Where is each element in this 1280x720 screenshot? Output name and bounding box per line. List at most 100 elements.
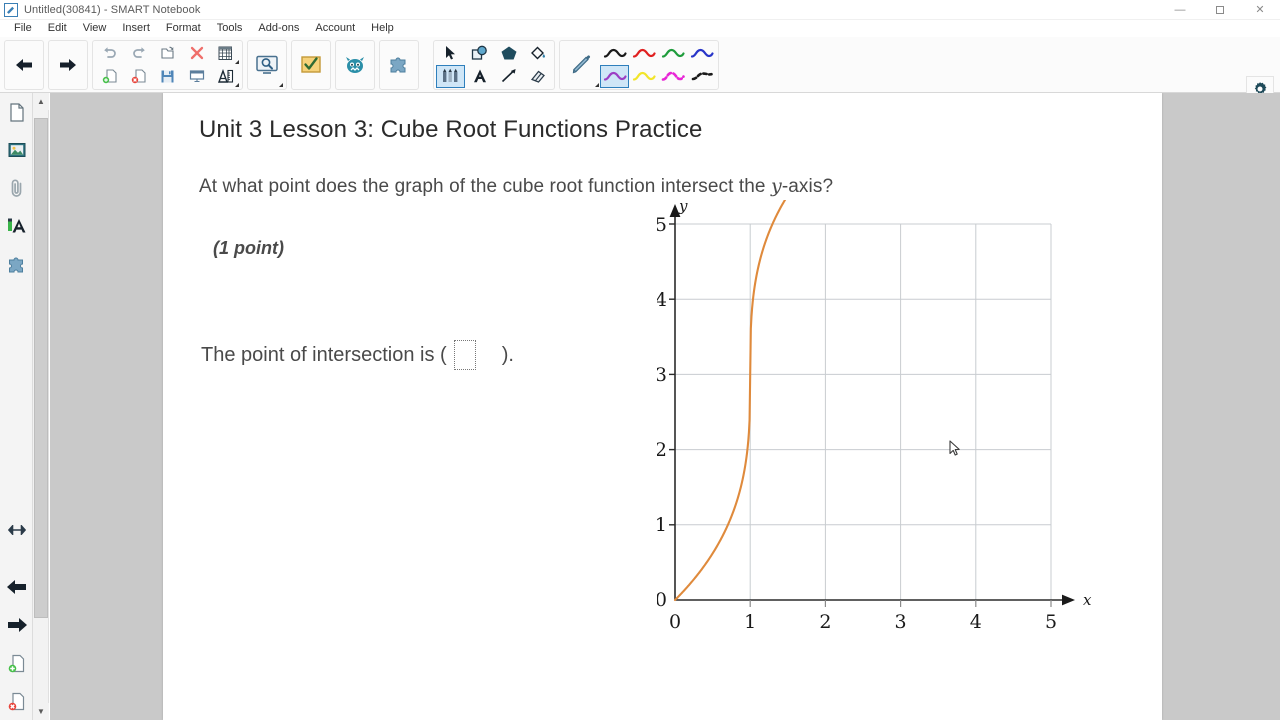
x-tick-3: 3	[895, 611, 907, 633]
pen-swatch-black-dashed[interactable]	[687, 65, 716, 88]
next-page-button[interactable]	[51, 42, 85, 88]
measurement-dropdown-arrow[interactable]	[235, 82, 239, 87]
lesson-activity-group	[335, 39, 375, 90]
pen-swatch-purple[interactable]	[600, 64, 629, 88]
pen-swatch-green[interactable]	[658, 42, 687, 65]
question-variable-y: y	[770, 175, 782, 197]
pen-swatch-yellow[interactable]	[629, 65, 658, 88]
y-tick-3: 3	[657, 364, 667, 386]
smart-response-group	[291, 39, 331, 90]
x-axis-tick-labels: 0 1 2 3 4 5	[669, 611, 1057, 633]
add-page-button[interactable]	[95, 65, 124, 88]
screen-capture-dropdown-arrow[interactable]	[279, 82, 283, 87]
scroll-up-button[interactable]: ▲	[33, 93, 49, 110]
page-back-button[interactable]	[0, 568, 33, 606]
y-axis-arrowhead	[669, 204, 681, 217]
menu-view[interactable]: View	[82, 22, 107, 34]
y-tick-5: 5	[657, 214, 667, 236]
sidebar-item-page-sorter[interactable]	[0, 93, 33, 131]
menu-tools[interactable]: Tools	[216, 22, 243, 34]
smart-response-button[interactable]	[294, 42, 328, 88]
answer-input-box[interactable]	[453, 340, 476, 370]
question-text: At what point does the graph of the cube…	[199, 175, 1079, 198]
text-tool[interactable]	[465, 65, 494, 88]
left-sidebar	[0, 93, 33, 720]
menu-format[interactable]: Format	[165, 22, 201, 34]
edit-tools-group	[92, 39, 243, 90]
menu-insert[interactable]: Insert	[122, 22, 150, 34]
navigation-group	[4, 39, 44, 90]
menu-edit[interactable]: Edit	[47, 22, 67, 34]
x-tick-1: 1	[744, 611, 756, 633]
table-dropdown-arrow[interactable]	[235, 59, 239, 64]
shapes-tool[interactable]	[465, 42, 494, 65]
redo-button[interactable]	[124, 42, 153, 65]
select-tool[interactable]	[436, 42, 465, 65]
main-toolbar	[0, 37, 1280, 128]
menu-help[interactable]: Help	[371, 22, 394, 34]
answer-suffix: ).	[501, 343, 514, 366]
table-button[interactable]	[211, 42, 240, 65]
menu-account[interactable]: Account	[315, 22, 356, 34]
scroll-down-button[interactable]: ▼	[33, 703, 49, 720]
screen-capture-button[interactable]	[250, 42, 284, 88]
add-ons-button[interactable]	[382, 42, 416, 88]
x-tick-2: 2	[819, 611, 831, 633]
pen-swatch-blue[interactable]	[687, 42, 716, 65]
undo-button[interactable]	[95, 42, 124, 65]
pen-dropdown-arrow[interactable]	[595, 82, 599, 87]
y-tick-2: 2	[657, 439, 667, 461]
grid-lines	[675, 223, 1052, 600]
save-button[interactable]	[153, 65, 182, 88]
sidebar-bottom-controls	[0, 568, 33, 720]
add-ons-group	[379, 39, 419, 90]
sidebar-item-add-ons[interactable]	[0, 245, 33, 283]
sidebar-resize-handle[interactable]	[0, 518, 33, 542]
vertical-scrollbar[interactable]: ▲ ▼	[33, 93, 49, 720]
pen-styles-group	[559, 39, 719, 90]
answer-line: The point of intersection is ( ).	[201, 340, 514, 370]
open-file-button[interactable]	[153, 42, 182, 65]
drawing-tools-group	[433, 39, 555, 90]
pens-tool[interactable]	[436, 64, 465, 88]
canvas-area[interactable]: Unit 3 Lesson 3: Cube Root Functions Pra…	[50, 93, 1280, 720]
forward-group	[48, 39, 88, 90]
pen-swatch-black[interactable]	[600, 42, 629, 65]
sidebar-item-properties[interactable]	[0, 207, 33, 245]
lesson-activity-builder-button[interactable]	[338, 42, 372, 88]
delete-button[interactable]	[182, 42, 211, 65]
measurement-tools-button[interactable]	[211, 65, 240, 88]
sidebar-item-gallery[interactable]	[0, 131, 33, 169]
paint-bucket-icon-tool[interactable]	[523, 42, 552, 65]
minimize-button[interactable]: —	[1174, 3, 1186, 16]
menu-addons[interactable]: Add-ons	[258, 22, 300, 34]
pen-swatch-red[interactable]	[629, 42, 658, 65]
sidebar-add-page-button[interactable]	[0, 644, 33, 682]
pen-swatch-magenta-dashed[interactable]	[658, 65, 687, 88]
close-button[interactable]: ✕	[1255, 4, 1265, 16]
x-axis-ticks	[749, 600, 1052, 607]
question-text-before: At what point does the graph of the cube…	[199, 176, 771, 197]
notebook-page[interactable]: Unit 3 Lesson 3: Cube Root Functions Pra…	[163, 93, 1162, 720]
title-bar: Untitled(30841) - SMART Notebook — ✕	[0, 0, 1280, 20]
previous-page-button[interactable]	[7, 42, 41, 88]
x-tick-0: 0	[669, 611, 681, 633]
x-tick-4: 4	[970, 611, 982, 633]
maximize-button[interactable]	[1200, 0, 1240, 20]
pen-color-swatches	[600, 42, 716, 88]
sidebar-delete-page-button[interactable]	[0, 682, 33, 720]
screen-shade-button[interactable]	[182, 65, 211, 88]
scrollbar-track[interactable]	[33, 110, 49, 703]
sidebar-item-attachments[interactable]	[0, 169, 33, 207]
y-axis-label: y	[678, 200, 688, 215]
pen-properties-button[interactable]	[562, 42, 600, 88]
shape-pen-tool[interactable]	[494, 42, 523, 65]
app-icon	[4, 2, 18, 17]
scrollbar-thumb[interactable]	[34, 118, 48, 618]
page-forward-button[interactable]	[0, 606, 33, 644]
y-axis-ticks	[669, 223, 675, 526]
menu-file[interactable]: File	[14, 22, 32, 34]
line-tool[interactable]	[494, 65, 523, 88]
delete-page-button[interactable]	[124, 65, 153, 88]
eraser-tool[interactable]	[523, 65, 552, 88]
